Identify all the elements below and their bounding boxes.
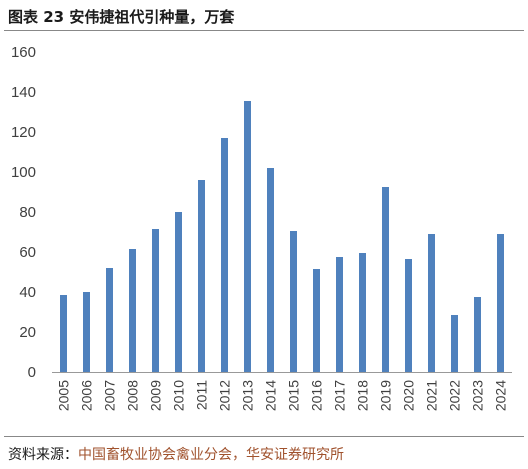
source-divider: [4, 436, 524, 437]
x-tick-label: 2015: [286, 380, 302, 411]
bar-2011: [198, 180, 205, 372]
x-tick-label: 2011: [194, 380, 210, 410]
bar-2024: [497, 234, 504, 372]
bar-2007: [106, 268, 113, 372]
y-tick-label: 140: [11, 84, 36, 101]
source-note: 资料来源：中国畜牧业协会禽业分会，华安证券研究所: [8, 444, 344, 464]
x-tick-label: 2006: [79, 380, 95, 411]
x-tick-label: 2017: [332, 380, 348, 411]
x-tick-label: 2008: [125, 380, 141, 411]
bar-2013: [244, 101, 251, 372]
y-tick-label: 120: [11, 124, 36, 141]
x-tick-label: 2007: [102, 380, 118, 411]
bar-2019: [382, 187, 389, 372]
bar-2021: [428, 234, 435, 372]
x-tick-label: 2012: [217, 380, 233, 411]
bar-2005: [60, 295, 67, 372]
x-tick-label: 2023: [470, 380, 486, 411]
bar-2023: [474, 297, 481, 372]
y-tick-label: 40: [19, 284, 36, 301]
source-orgs: 中国畜牧业协会禽业分会，华安证券研究所: [78, 447, 344, 463]
x-tick-label: 2010: [171, 380, 187, 411]
bar-2009: [152, 229, 159, 372]
title-divider: [4, 30, 524, 31]
y-axis-ticks: 0 20 40 60 80 100 120 140 160: [11, 44, 36, 381]
bar-2014: [267, 168, 274, 372]
source-prefix: 资料来源：: [8, 447, 78, 463]
x-tick-label: 2013: [240, 380, 256, 411]
x-tick-label: 2024: [493, 380, 509, 411]
x-tick-label: 2016: [309, 380, 325, 411]
x-axis-ticks: 2005 2006 2007 2008 2009 2010 2011 2012 2013 2014…: [56, 380, 509, 411]
bar-2015: [290, 231, 297, 372]
bar-2008: [129, 249, 136, 372]
y-tick-label: 60: [19, 244, 36, 261]
x-tick-label: 2018: [355, 380, 371, 411]
x-tick-label: 2009: [148, 380, 164, 411]
bars: [60, 101, 504, 372]
y-tick-label: 20: [19, 324, 36, 341]
bar-2020: [405, 259, 412, 372]
figure-title-text: 安伟捷祖代引种量，万套: [69, 8, 235, 26]
x-tick-label: 2022: [447, 380, 463, 411]
bar-2012: [221, 138, 228, 372]
x-tick-label: 2021: [424, 380, 440, 411]
y-tick-label: 160: [11, 44, 36, 61]
bar-2010: [175, 212, 182, 372]
figure-title: 图表 23 安伟捷祖代引种量，万套: [8, 6, 234, 27]
bar-2016: [313, 269, 320, 372]
bar-2006: [83, 292, 90, 372]
bar-2018: [359, 253, 366, 372]
y-tick-label: 100: [11, 164, 36, 181]
figure-label: 图表 23: [8, 8, 65, 26]
y-tick-label: 80: [19, 204, 36, 221]
y-tick-label: 0: [28, 364, 36, 381]
x-tick-label: 2019: [378, 380, 394, 411]
bar-2017: [336, 257, 343, 372]
bar-2022: [451, 315, 458, 372]
x-tick-label: 2020: [401, 380, 417, 411]
x-tick-label: 2014: [263, 380, 279, 411]
x-tick-label: 2005: [56, 380, 72, 411]
